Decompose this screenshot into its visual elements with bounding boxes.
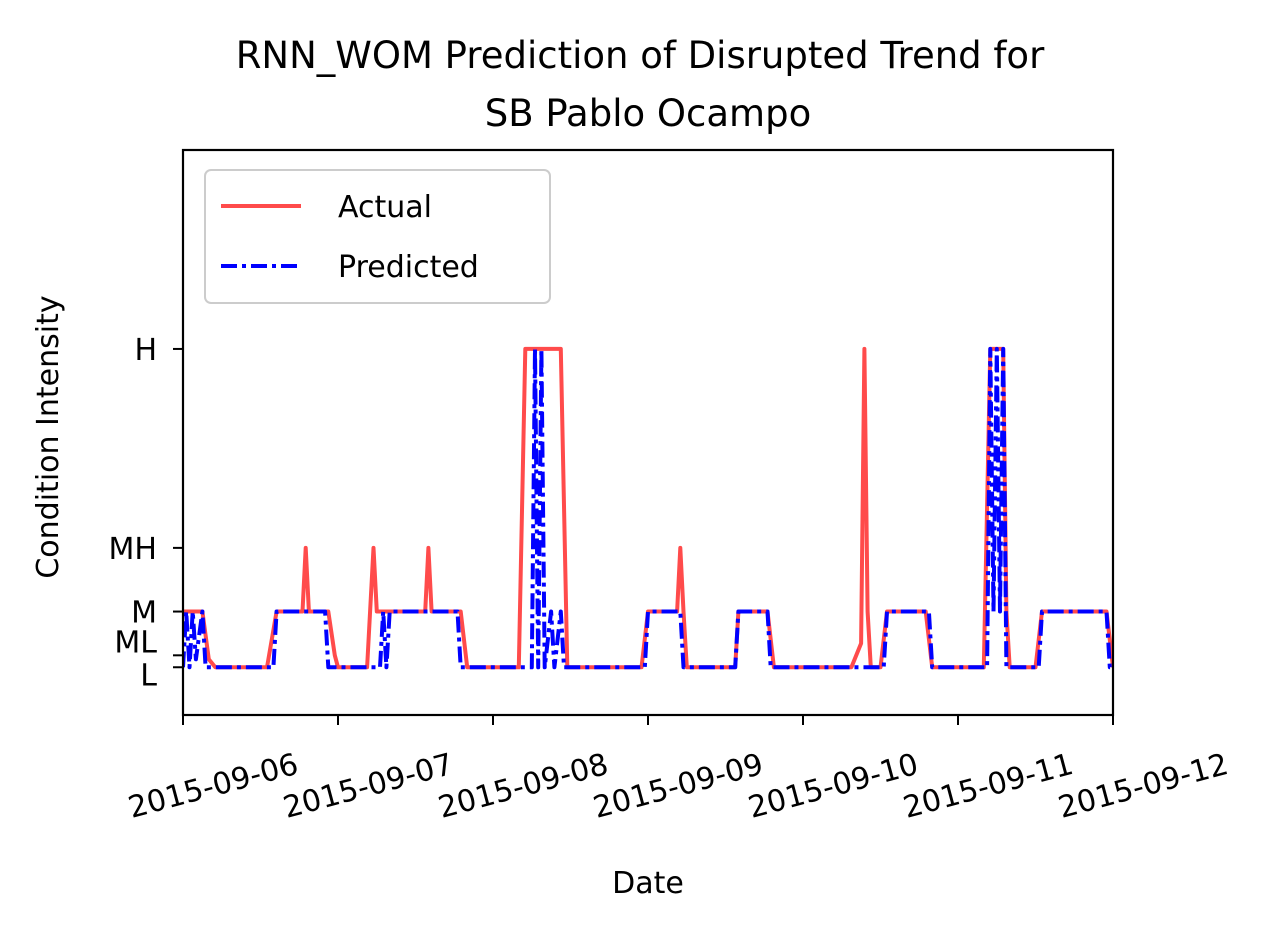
x-tick-label: 2015-09-08 <box>435 747 612 826</box>
chart-title-line-1: RNN_WOM Prediction of Disrupted Trend fo… <box>236 34 1045 77</box>
legend: Actual Predicted <box>204 169 551 304</box>
series-layer <box>183 346 1113 670</box>
x-tick-label: 2015-09-12 <box>1055 747 1232 826</box>
legend-box <box>204 169 551 304</box>
y-tick-label: MH <box>109 532 157 567</box>
x-axis: 2015-09-062015-09-072015-09-082015-09-09… <box>125 715 1232 826</box>
x-tick-label: 2015-09-10 <box>745 747 922 826</box>
x-tick-label: 2015-09-09 <box>590 747 767 826</box>
y-axis-label: Condition Intensity <box>31 295 66 578</box>
chart-title-line-2: SB Pablo Ocampo <box>485 92 811 135</box>
x-tick-label: 2015-09-07 <box>280 747 457 826</box>
series-line-predicted <box>183 346 1113 670</box>
x-axis-label: Date <box>612 866 684 901</box>
y-tick-label: M <box>131 596 157 631</box>
y-tick-label: ML <box>114 625 157 660</box>
legend-label-predicted: Predicted <box>338 250 479 285</box>
x-tick-label: 2015-09-11 <box>900 747 1077 826</box>
x-tick-label: 2015-09-06 <box>125 747 302 826</box>
legend-label-actual: Actual <box>338 190 432 225</box>
y-tick-label: H <box>134 333 157 368</box>
y-tick-label: L <box>140 658 157 693</box>
